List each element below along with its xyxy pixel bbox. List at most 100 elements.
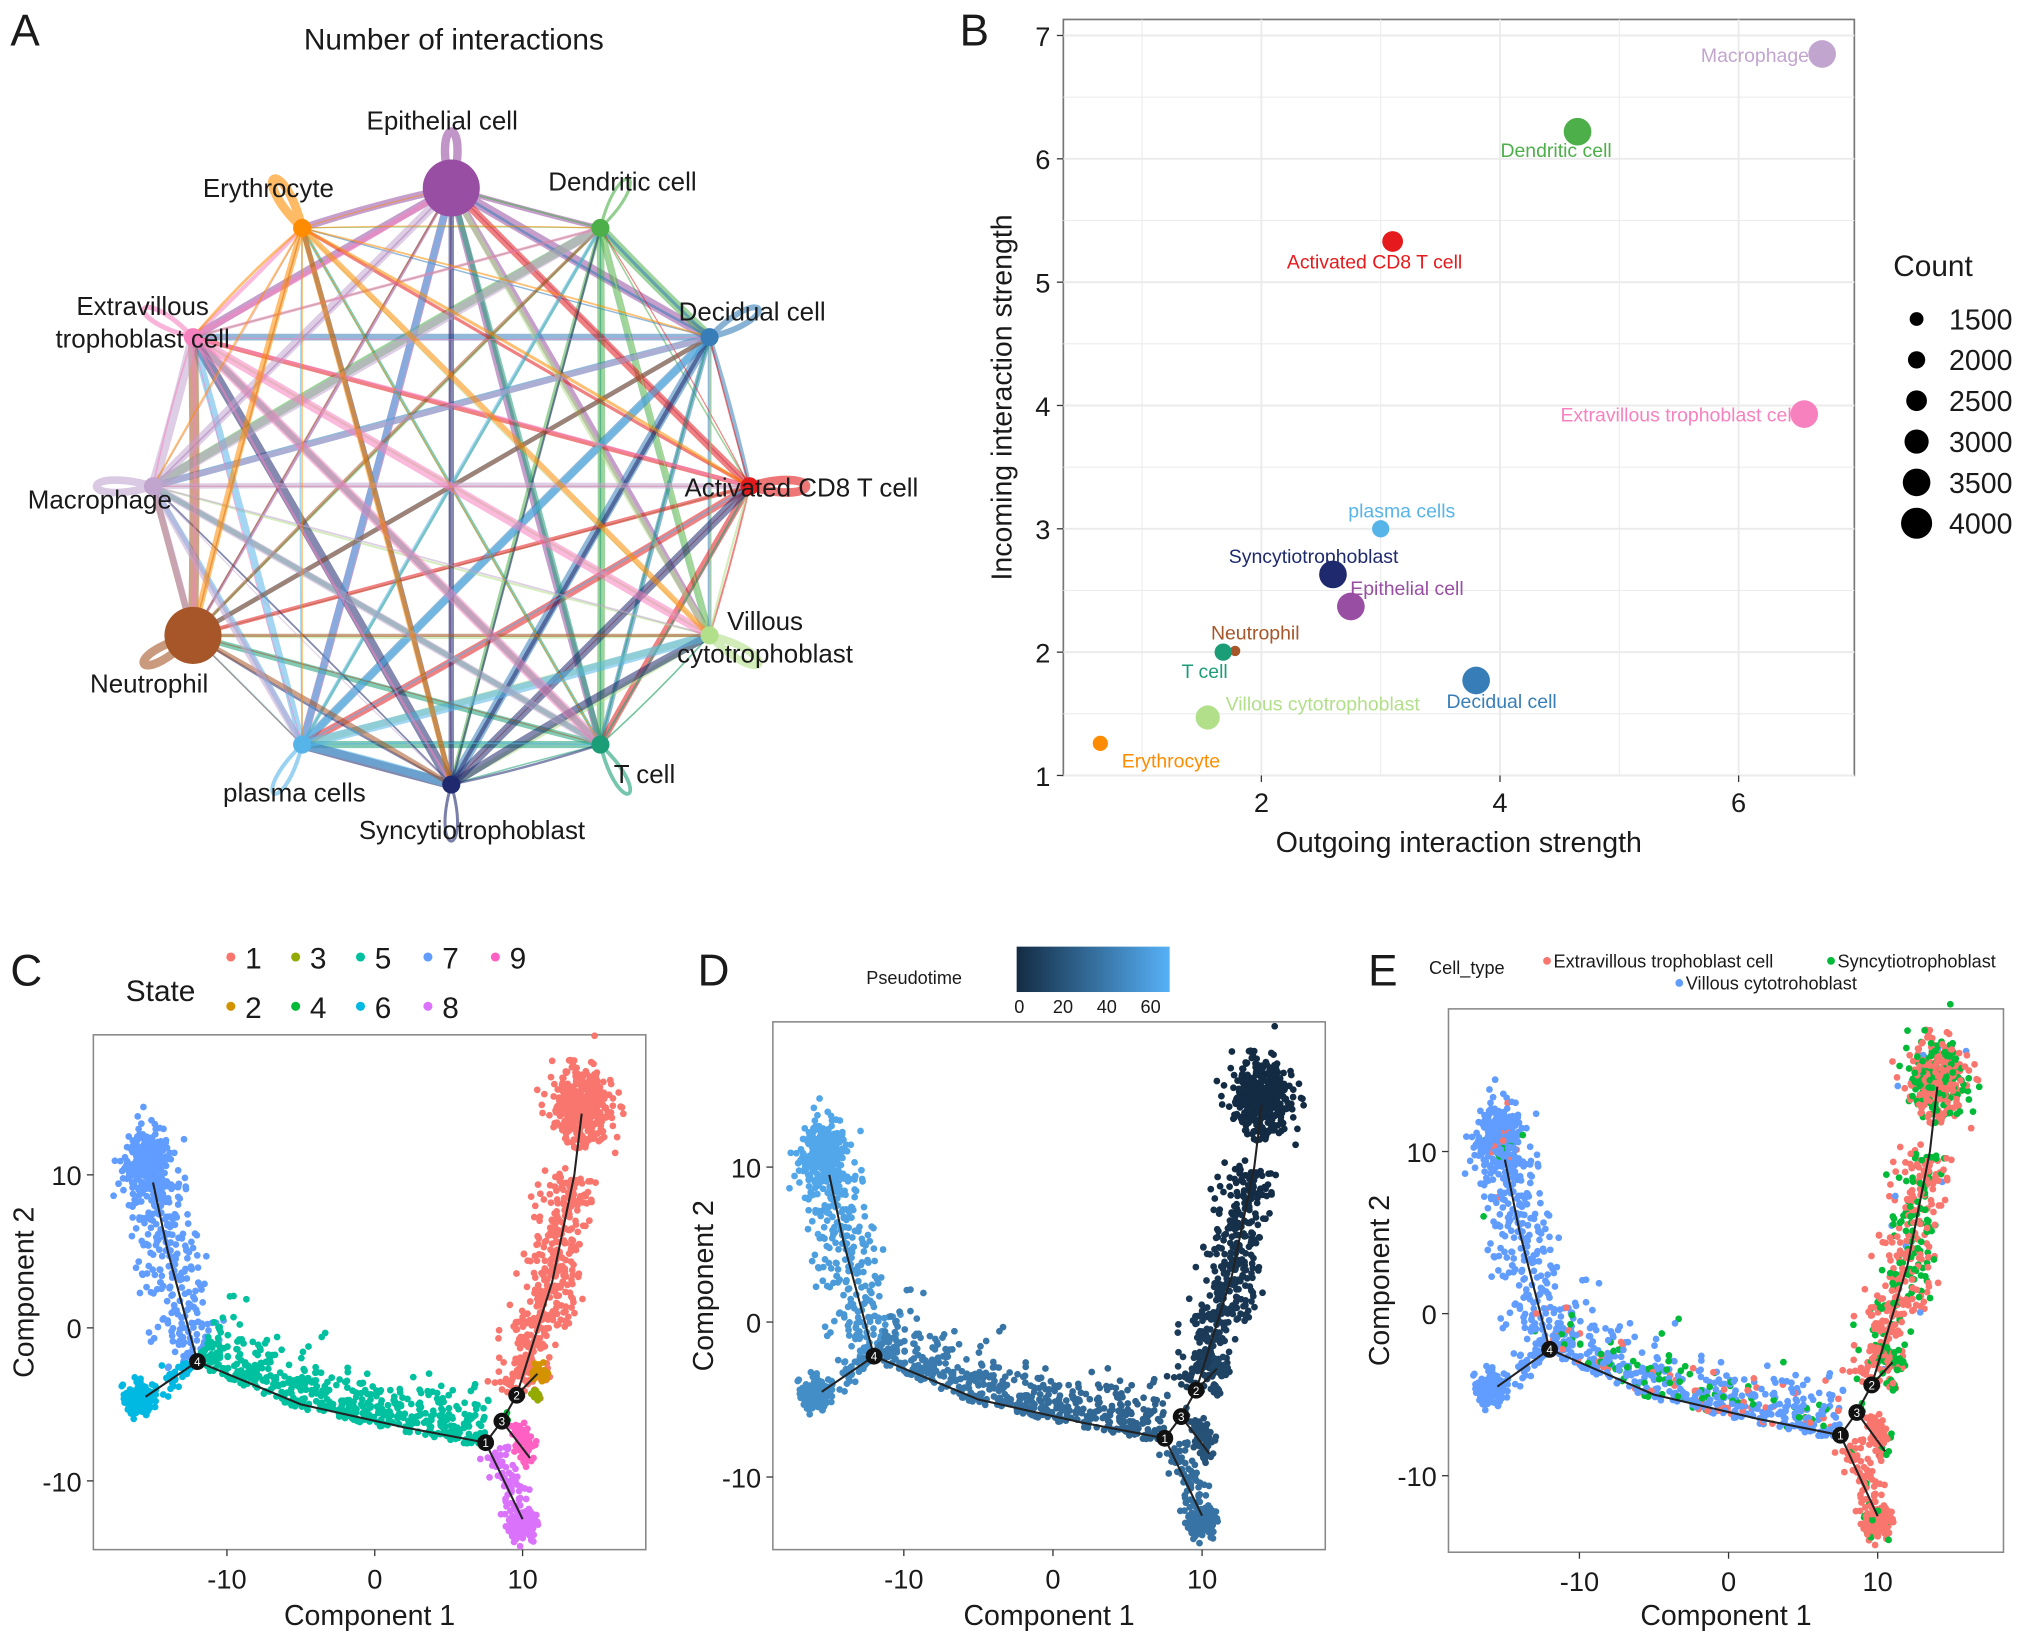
cell-point xyxy=(184,1220,192,1227)
cell-point xyxy=(486,1474,493,1481)
cell-point xyxy=(169,1215,176,1223)
cell-point xyxy=(153,1167,161,1175)
cell-point xyxy=(854,1263,862,1270)
cell-point xyxy=(996,1327,1003,1335)
cell-point xyxy=(466,1412,473,1419)
cell-point xyxy=(539,1377,546,1385)
cell-point xyxy=(535,1361,543,1368)
cell-point xyxy=(1221,1159,1229,1167)
cell-point xyxy=(1214,1233,1222,1241)
cell-point xyxy=(980,1381,987,1389)
cell-point xyxy=(982,1337,990,1345)
cell-point xyxy=(1249,1289,1257,1296)
cell-point xyxy=(910,1340,917,1347)
cell-point xyxy=(1103,1382,1110,1390)
cell-point xyxy=(1233,1110,1241,1118)
cell-point xyxy=(1035,1384,1043,1392)
interaction-edge xyxy=(708,486,751,636)
cell-point xyxy=(359,1409,367,1417)
legend-label: 1 xyxy=(245,943,262,976)
cell-point xyxy=(157,1159,164,1167)
cell-point xyxy=(1252,1072,1260,1079)
cell-point xyxy=(1264,1181,1272,1188)
legend-size-key xyxy=(1904,429,1929,454)
cell-point xyxy=(810,1157,818,1165)
cell-point xyxy=(523,1283,531,1291)
cell-point xyxy=(569,1237,577,1244)
legend-label: 3500 xyxy=(1949,468,2012,500)
cell-point xyxy=(1109,1429,1117,1436)
cell-point xyxy=(395,1410,403,1417)
cell-point xyxy=(177,1364,185,1372)
cell-point xyxy=(508,1378,515,1386)
point-label: Syncytiotrophoblast xyxy=(1229,546,1399,568)
cell-point xyxy=(1216,1329,1223,1337)
cell-point xyxy=(1245,1047,1253,1055)
cell-point xyxy=(139,1386,146,1394)
cell-point xyxy=(151,1130,159,1138)
cell-point xyxy=(545,1353,553,1361)
cell-point xyxy=(137,1375,144,1383)
cell-point xyxy=(1262,1215,1269,1223)
cell-point xyxy=(804,1225,812,1233)
cell-point xyxy=(845,1224,853,1232)
cell-point xyxy=(569,1271,577,1279)
cell-point xyxy=(1254,1221,1262,1229)
cell-point xyxy=(179,1230,187,1238)
cell-point xyxy=(987,1372,995,1379)
cell-point xyxy=(572,1080,579,1088)
cell-point xyxy=(533,1086,541,1094)
cell-point xyxy=(1010,1376,1018,1384)
cell-point xyxy=(264,1365,272,1373)
point-label: Neutrophil xyxy=(1211,622,1300,644)
cell-point xyxy=(534,1181,542,1188)
interaction-edge xyxy=(152,485,710,637)
cell-point xyxy=(506,1301,514,1309)
cell-point xyxy=(1248,1130,1256,1138)
cell-point xyxy=(273,1333,281,1341)
cell-point xyxy=(441,1422,449,1430)
cell-point xyxy=(562,1179,570,1187)
cell-point xyxy=(558,1081,566,1089)
cell-point xyxy=(808,1217,816,1225)
cell-point xyxy=(871,1272,879,1280)
cell-point xyxy=(186,1349,194,1357)
cell-point xyxy=(879,1246,887,1253)
cell-point xyxy=(808,1257,816,1265)
cell-point xyxy=(390,1396,398,1404)
cell-point xyxy=(1299,1095,1306,1103)
cell-point xyxy=(132,1225,140,1232)
cell-point xyxy=(128,1232,136,1240)
cell-point xyxy=(849,1300,857,1308)
interaction-edge xyxy=(451,743,601,786)
cell-point xyxy=(534,1390,542,1397)
cell-point xyxy=(851,1193,859,1201)
cell-point xyxy=(249,1338,257,1346)
cell-point xyxy=(840,1213,848,1221)
cell-point xyxy=(1094,1381,1102,1389)
cell-point xyxy=(548,1057,556,1065)
cell-point xyxy=(942,1345,949,1353)
cell-point xyxy=(502,1375,510,1383)
cell-point xyxy=(1056,1392,1064,1399)
cell-point xyxy=(842,1191,849,1199)
legend-label: 3000 xyxy=(1949,427,2012,459)
cell-point xyxy=(275,1381,283,1389)
cell-point xyxy=(1265,1086,1272,1094)
cell-point xyxy=(148,1381,156,1388)
cell-point xyxy=(119,1174,127,1182)
cell-point xyxy=(214,1334,222,1342)
legend-size-key xyxy=(1906,390,1927,412)
cell-point xyxy=(1215,1227,1222,1235)
node-label: Epithelial cell xyxy=(367,108,518,136)
cell-point xyxy=(137,1188,144,1196)
cell-point xyxy=(575,1240,583,1248)
cell-point xyxy=(187,1263,195,1271)
cell-point xyxy=(1257,1078,1265,1086)
cell-point xyxy=(313,1389,320,1397)
cell-point xyxy=(257,1359,265,1367)
cell-point xyxy=(990,1384,998,1392)
cell-point xyxy=(824,1153,831,1161)
cell-point xyxy=(323,1395,331,1403)
cell-point xyxy=(832,1239,839,1247)
